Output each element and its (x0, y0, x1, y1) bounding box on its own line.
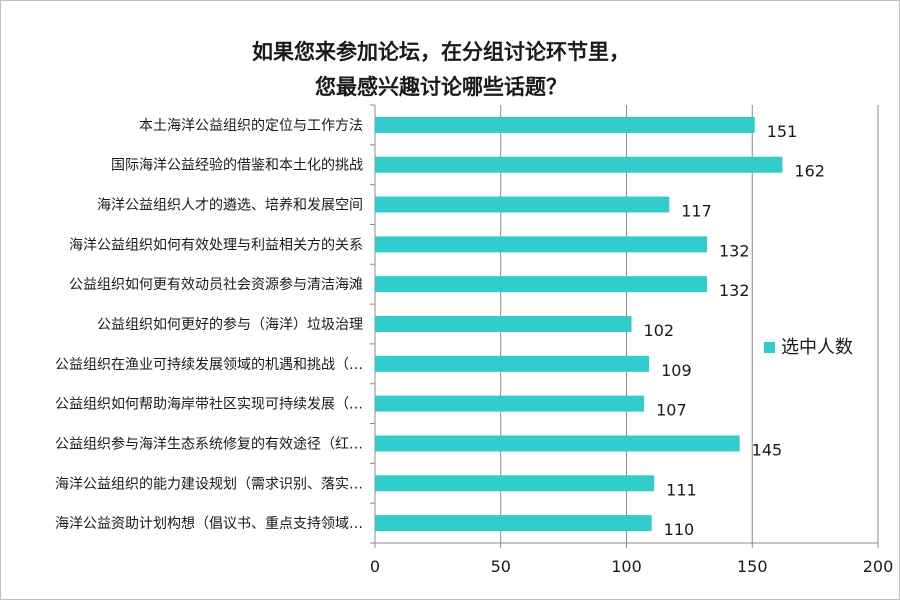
bar (375, 116, 755, 133)
data-label: 117 (681, 202, 712, 221)
category-label: 公益组织参与海洋生态系统修复的有效途径（红… (55, 435, 363, 452)
x-tick-label: 0 (370, 557, 380, 576)
category-label: 公益组织在渔业可持续发展领域的机遇和挑战（… (55, 356, 363, 373)
legend: 选中人数 (764, 337, 853, 358)
x-axis-ticks: 0 50 100 150 200 (370, 557, 893, 576)
data-label: 132 (719, 241, 750, 260)
category-label: 公益组织如何帮助海岸带社区实现可持续发展（… (55, 396, 363, 413)
x-tick-label: 50 (491, 557, 511, 576)
x-tick-label: 200 (863, 557, 894, 576)
category-label: 公益组织如何更好的参与（海洋）垃圾治理 (97, 316, 363, 333)
chart-title-line-2: 您最感兴趣讨论哪些话题？ (315, 75, 567, 99)
bar (375, 435, 740, 452)
value-labels: 151 162 117 132 132 102 109 107 145 111 110 (644, 122, 825, 539)
data-label: 102 (644, 321, 675, 340)
category-label: 公益组织如何更有效动员社会资源参与清洁海滩 (69, 276, 363, 293)
data-label: 132 (719, 281, 750, 300)
bar (375, 196, 670, 213)
data-label: 162 (794, 162, 825, 181)
bar (375, 156, 783, 173)
chart-title-line-1: 如果您来参加论坛，在分组讨论环节里， (252, 40, 630, 64)
category-label: 海洋公益组织人才的遴选、培养和发展空间 (97, 198, 363, 214)
data-label: 151 (767, 122, 798, 141)
legend-label: 选中人数 (781, 337, 853, 358)
chart-title: 如果您来参加论坛，在分组讨论环节里， 您最感兴趣讨论哪些话题？ (252, 40, 630, 99)
x-tick-label: 100 (611, 557, 642, 576)
data-label: 145 (752, 440, 783, 459)
category-labels: 本土海洋公益组织的定位与工作方法国际海洋公益经验的借鉴和本土化的挑战海洋公益组织… (55, 118, 363, 532)
category-label: 海洋公益资助计划构想（倡议书、重点支持领域… (55, 516, 363, 532)
category-label: 海洋公益组织如何有效处理与利益相关方的关系 (69, 237, 363, 253)
data-label: 111 (666, 480, 697, 499)
bar (375, 395, 645, 412)
bar (375, 316, 632, 332)
category-label: 国际海洋公益经验的借鉴和本土化的挑战 (111, 158, 363, 174)
bar (375, 355, 650, 372)
x-tick-label: 150 (737, 557, 768, 576)
bar (375, 475, 655, 492)
bars (375, 116, 783, 532)
bar (375, 515, 652, 532)
category-label: 海洋公益组织的能力建设规划（需求识别、落实… (55, 476, 363, 492)
category-label: 本土海洋公益组织的定位与工作方法 (139, 118, 363, 134)
bar (375, 236, 707, 253)
data-label: 107 (656, 401, 687, 420)
data-label: 109 (661, 361, 692, 380)
bar (375, 276, 707, 293)
legend-swatch (764, 342, 775, 353)
data-label: 110 (664, 520, 695, 539)
